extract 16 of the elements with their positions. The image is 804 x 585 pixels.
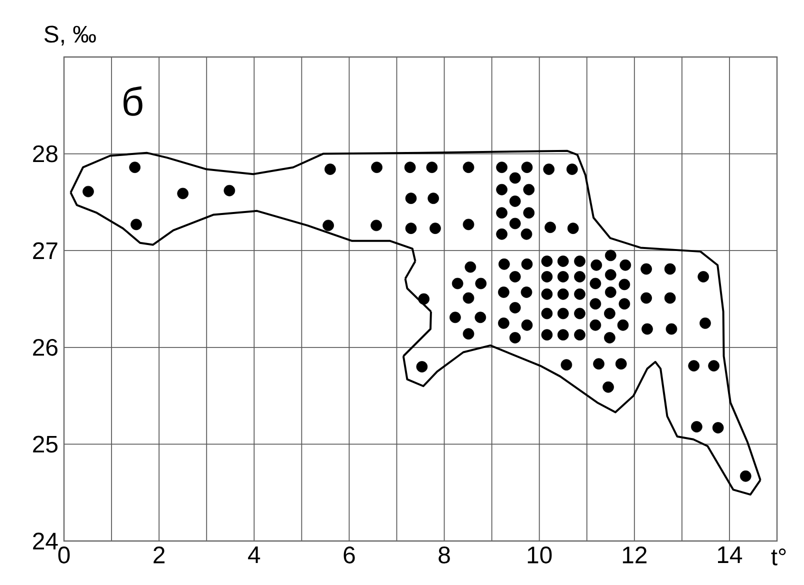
x-tick-label: 10 xyxy=(528,546,552,564)
x-axis-title: t° xyxy=(771,548,786,566)
y-tick-label: 24 xyxy=(33,532,58,550)
y-tick-label: 28 xyxy=(33,145,58,162)
x-tick-label: 2 xyxy=(154,546,165,564)
x-tick-label: 4 xyxy=(248,546,260,563)
y-axis-title: S, ‰ xyxy=(44,26,96,46)
y-tick-label: 27 xyxy=(33,242,58,259)
annotation: б xyxy=(124,86,142,116)
x-tick-label: 8 xyxy=(438,546,450,564)
x-tick-label: 12 xyxy=(622,546,646,564)
y-tick-label: 26 xyxy=(33,338,58,356)
y-tick-label: 25 xyxy=(33,436,58,453)
x-tick-label: 0 xyxy=(58,546,70,564)
x-tick-label: 14 xyxy=(718,546,742,563)
x-tick-label: 6 xyxy=(344,546,355,564)
